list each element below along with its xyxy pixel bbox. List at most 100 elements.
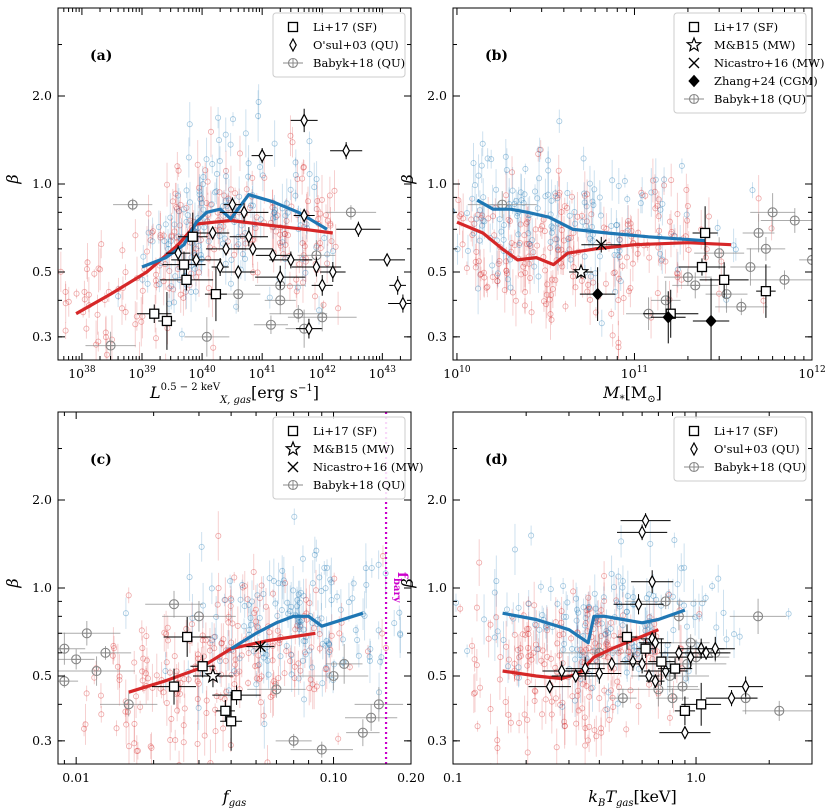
galaxy-point [518, 271, 525, 278]
galaxy-point [221, 235, 228, 242]
galaxy-point [523, 241, 530, 248]
galaxy-point [202, 167, 209, 174]
galaxy-point [65, 298, 72, 305]
galaxy-point [525, 600, 532, 607]
galaxy-point [318, 588, 325, 595]
galaxy-point [455, 197, 462, 204]
galaxy-point [363, 581, 370, 588]
galaxy-point [300, 657, 307, 664]
galaxy-point [249, 598, 256, 605]
galaxy-point [157, 232, 164, 239]
galaxy-point [242, 130, 249, 137]
galaxy-point [293, 288, 300, 295]
galaxy-point [547, 311, 554, 318]
galaxy-point [560, 631, 567, 638]
galaxy-point [180, 722, 187, 729]
galaxy-point [582, 742, 589, 749]
galaxy-point [557, 701, 564, 708]
mb15-marker [204, 667, 222, 684]
galaxy-point [605, 689, 612, 696]
galaxy-point [475, 258, 482, 265]
galaxy-point [433, 213, 438, 218]
galaxy-point [468, 216, 475, 223]
galaxy-point [299, 555, 306, 562]
galaxy-point [245, 173, 252, 180]
galaxy-point [176, 222, 183, 229]
galaxy-point [233, 670, 240, 677]
galaxy-point [269, 657, 276, 664]
osul03-marker [300, 208, 309, 223]
galaxy-point [313, 206, 320, 213]
osul03-marker [571, 668, 580, 684]
galaxy-point [526, 241, 533, 248]
galaxy-point [212, 728, 219, 735]
galaxy-point [292, 172, 299, 179]
osul03-marker [607, 656, 616, 672]
galaxy-point [581, 192, 588, 199]
galaxy-point [522, 269, 529, 276]
galaxy-point [195, 242, 202, 249]
galaxy-point [573, 595, 580, 602]
galaxy-point [472, 264, 479, 271]
galaxy-point [731, 631, 738, 638]
li17-marker [197, 661, 208, 672]
galaxy-point [207, 775, 212, 780]
galaxy-point [255, 112, 262, 119]
galaxy-point [624, 227, 631, 234]
galaxy-point [614, 678, 621, 685]
galaxy-point [444, 196, 449, 201]
galaxy-point [616, 236, 623, 243]
galaxy-point [587, 273, 594, 280]
galaxy-point [559, 703, 566, 710]
legend-marker [690, 441, 698, 457]
galaxy-point [464, 210, 471, 217]
babyk18-marker-cross [71, 654, 81, 664]
galaxy-point [617, 278, 624, 285]
babyk18-marker-cross [683, 272, 693, 282]
galaxy-point [191, 265, 198, 272]
galaxy-point [533, 641, 540, 648]
galaxy-point [580, 604, 587, 611]
galaxy-point [199, 632, 206, 639]
galaxy-point [491, 232, 498, 239]
xlabel-sub: * [620, 394, 625, 405]
galaxy-point [646, 591, 653, 598]
galaxy-point [593, 733, 600, 740]
galaxy-point [196, 191, 203, 198]
y-tick-label: 0.5 [427, 264, 447, 279]
galaxy-point [205, 238, 212, 245]
galaxy-point [245, 160, 252, 167]
galaxy-point [610, 270, 617, 277]
galaxy-point [525, 230, 532, 237]
galaxy-point [503, 267, 510, 274]
galaxy-point [582, 620, 589, 627]
galaxy-point [97, 692, 104, 699]
babyk18-marker-cross [761, 244, 771, 254]
li17-marker [640, 643, 651, 654]
galaxy-point [523, 220, 530, 227]
galaxy-point [228, 256, 235, 263]
osul03-marker [648, 574, 657, 590]
plot-area [453, 513, 812, 764]
osul03-marker [222, 241, 230, 257]
galaxy-point [331, 187, 338, 194]
galaxy-point [418, 604, 423, 609]
legend-box [272, 416, 406, 500]
osul03-marker [651, 673, 660, 689]
galaxy-point [102, 329, 109, 336]
galaxy-point [615, 573, 622, 580]
galaxy-point [483, 284, 490, 291]
galaxy-point [193, 245, 200, 252]
x-tick-label: 1011 [621, 365, 648, 381]
galaxy-point [254, 269, 261, 276]
y-tick-label: 0.5 [427, 668, 447, 683]
galaxy-point [556, 631, 563, 638]
galaxy-point [602, 630, 609, 637]
galaxy-point [217, 693, 224, 700]
galaxy-point [474, 723, 481, 730]
galaxy-point [607, 625, 614, 632]
x-axis: 0.1 1.0 [443, 412, 813, 785]
galaxy-point [207, 128, 214, 135]
galaxy-point [148, 229, 155, 236]
galaxy-point [242, 240, 249, 247]
